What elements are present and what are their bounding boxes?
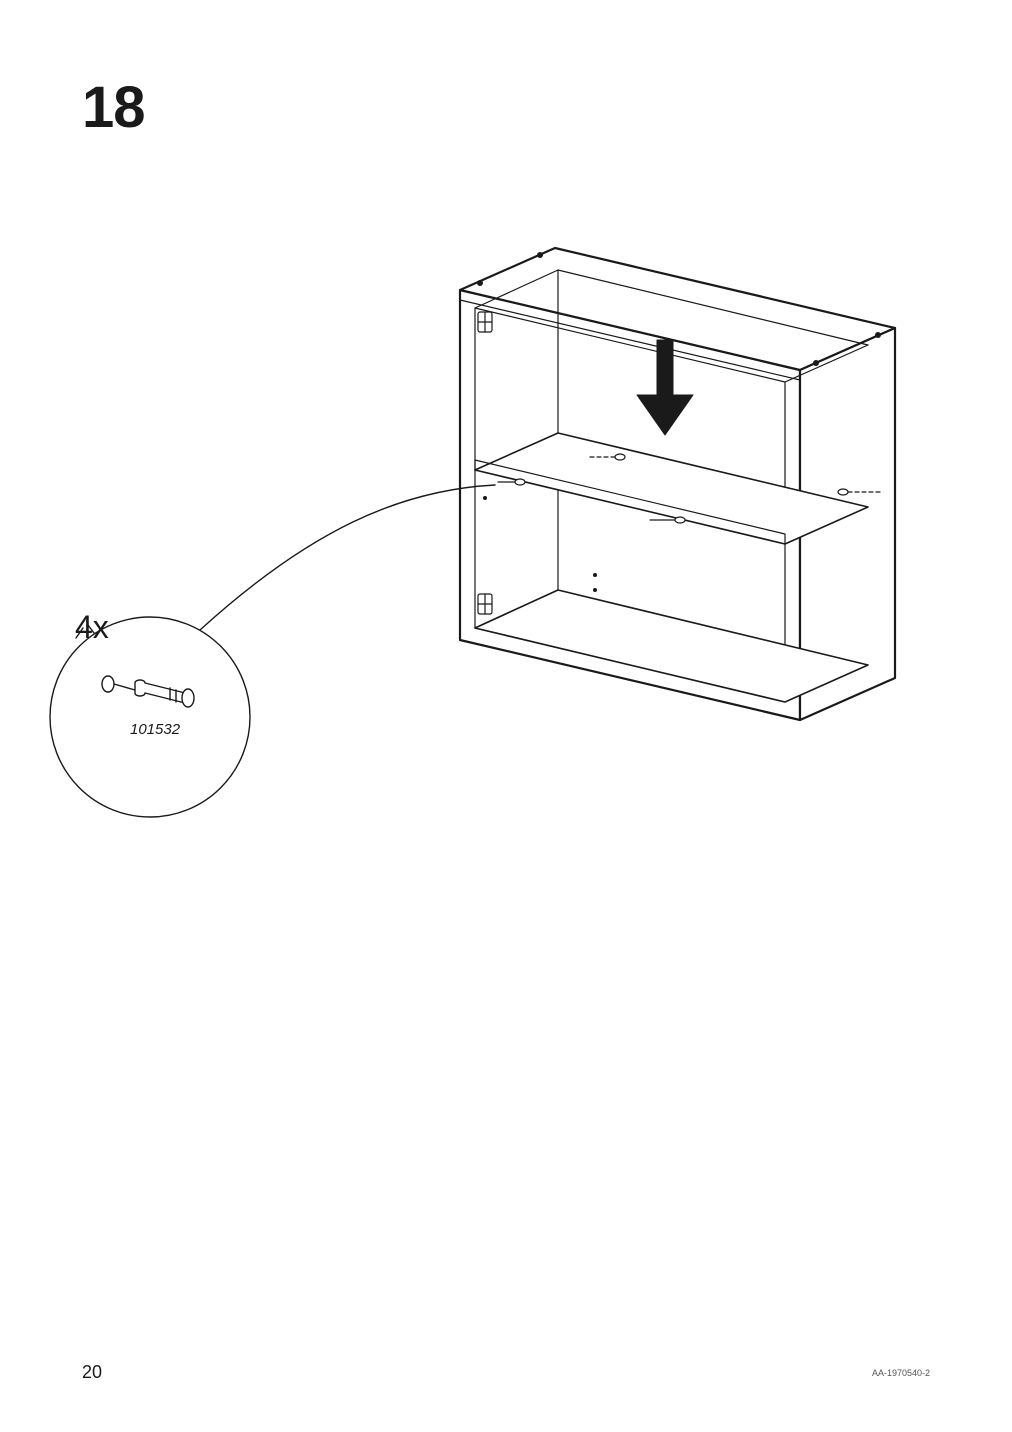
page-number: 20	[82, 1362, 102, 1383]
instruction-page: 18	[0, 0, 1012, 1432]
assembly-diagram	[0, 0, 1012, 1000]
document-code: AA-1970540-2	[872, 1368, 930, 1378]
quantity-label: 4x	[75, 609, 109, 646]
callout	[50, 485, 495, 817]
part-number: 101532	[130, 721, 180, 738]
cabinet	[460, 248, 895, 720]
